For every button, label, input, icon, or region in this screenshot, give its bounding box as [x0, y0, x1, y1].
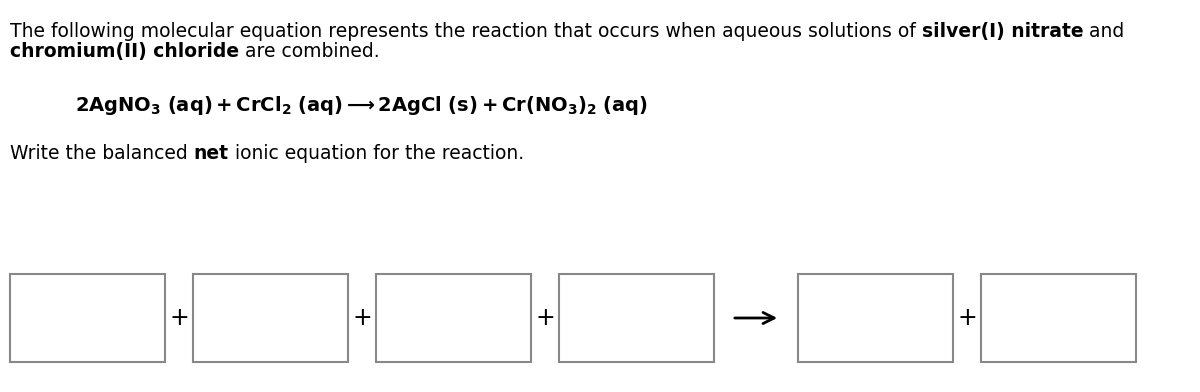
Text: +: +	[958, 306, 977, 330]
Text: net: net	[193, 144, 229, 163]
Bar	[559, 274, 714, 362]
Bar	[193, 274, 348, 362]
Bar	[798, 274, 953, 362]
Text: ionic equation for the reaction.: ionic equation for the reaction.	[229, 144, 524, 163]
Text: and: and	[1084, 22, 1124, 41]
Bar	[10, 274, 166, 362]
Text: are combined.: are combined.	[239, 42, 379, 61]
Text: Write the balanced: Write the balanced	[10, 144, 193, 163]
Text: $\mathbf{2AgNO_3\ (aq) + CrCl_2\ (aq)\longrightarrow 2AgCl\ (s) + Cr(NO_3)_2\ (a: $\mathbf{2AgNO_3\ (aq) + CrCl_2\ (aq)\lo…	[74, 94, 648, 117]
Text: The following molecular equation represents the reaction that occurs when aqueou: The following molecular equation represe…	[10, 22, 922, 41]
Bar	[982, 274, 1136, 362]
Text: +: +	[169, 306, 188, 330]
Text: +: +	[535, 306, 554, 330]
Text: chromium(II) chloride: chromium(II) chloride	[10, 42, 239, 61]
Bar	[376, 274, 530, 362]
Text: +: +	[352, 306, 372, 330]
Text: silver(I) nitrate: silver(I) nitrate	[922, 22, 1084, 41]
